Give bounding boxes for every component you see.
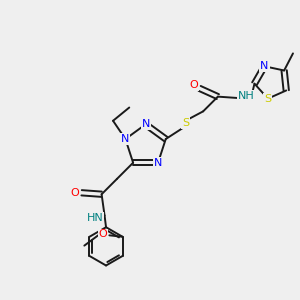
- Text: O: O: [189, 80, 198, 90]
- Text: S: S: [182, 118, 189, 128]
- Text: N: N: [121, 134, 130, 144]
- Text: O: O: [71, 188, 80, 198]
- Text: N: N: [260, 61, 269, 71]
- Text: S: S: [264, 94, 272, 103]
- Text: O: O: [98, 230, 107, 239]
- Text: HN: HN: [87, 213, 103, 224]
- Text: NH: NH: [238, 91, 255, 101]
- Text: N: N: [141, 119, 150, 129]
- Text: N: N: [154, 158, 162, 168]
